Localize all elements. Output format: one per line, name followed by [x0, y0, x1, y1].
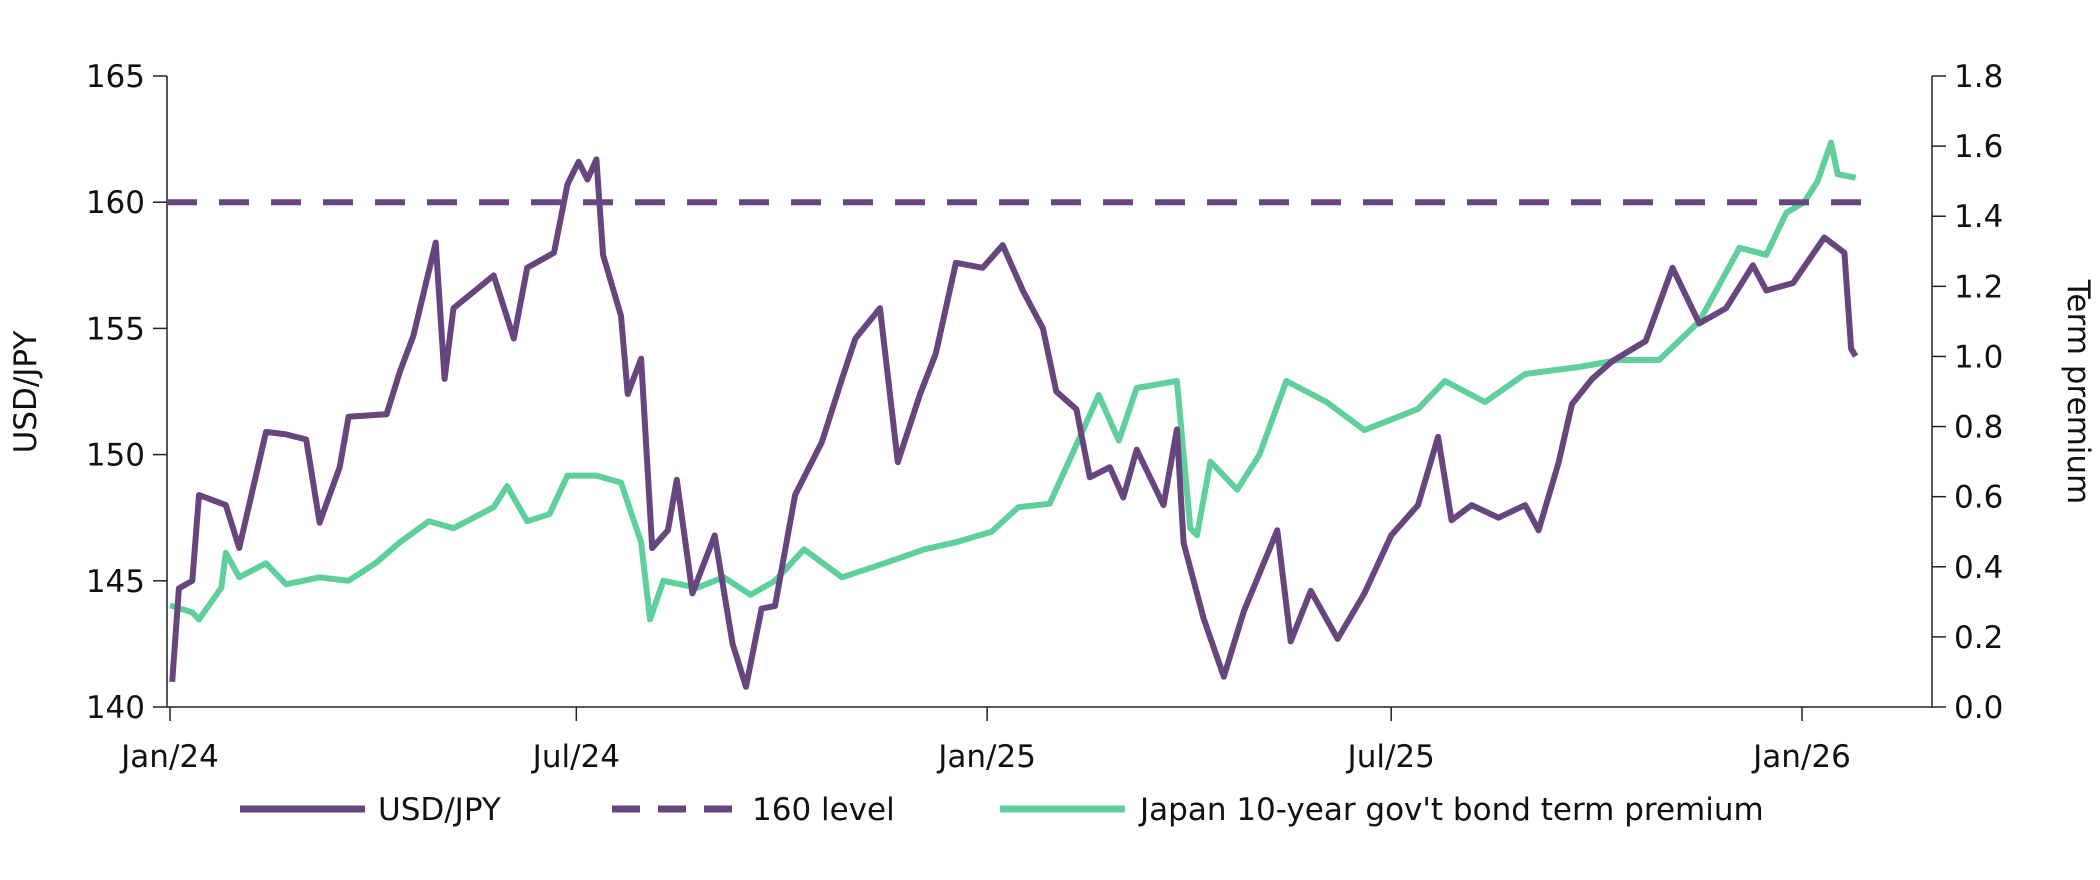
y2-tick-label: 0.6 — [1954, 480, 2003, 516]
y-tick-label: 145 — [86, 564, 145, 600]
series-lines — [167, 143, 1864, 687]
usdjpy-line — [172, 159, 1855, 687]
y2-tick-label: 0.0 — [1954, 690, 2003, 726]
term-premium-line — [170, 143, 1856, 620]
y-tick-label: 155 — [86, 311, 145, 347]
x-tick-label: Jan/24 — [119, 739, 219, 775]
y2-tick-label: 0.8 — [1954, 410, 2003, 446]
y2-tick-label: 0.4 — [1954, 550, 2003, 586]
y2-tick-label: 1.8 — [1954, 59, 2003, 95]
legend-label-usdjpy: USD/JPY — [378, 792, 501, 828]
y2-tick-label: 1.2 — [1954, 269, 2003, 305]
y-axis-label: USD/JPY — [8, 331, 44, 454]
y-tick-label: 165 — [86, 59, 145, 95]
x-tick-label: Jan/26 — [1751, 739, 1851, 775]
y-tick-label: 150 — [86, 438, 145, 474]
legend-label-160-level: 160 level — [752, 792, 895, 828]
y2-tick-label: 1.4 — [1954, 199, 2003, 235]
legend: USD/JPY 160 level Japan 10-year gov't bo… — [240, 792, 1764, 828]
y2-tick-label: 1.0 — [1954, 339, 2003, 375]
x-tick-label: Jul/25 — [1346, 739, 1435, 775]
y-tick-label: 140 — [86, 690, 145, 726]
y-tick-label: 160 — [86, 185, 145, 221]
x-tick-label: Jul/24 — [531, 739, 620, 775]
x-tick-label: Jan/25 — [936, 739, 1036, 775]
y2-axis-label: Term premium — [2060, 279, 2096, 504]
y2-tick-label: 0.2 — [1954, 620, 2003, 656]
legend-label-term-premium: Japan 10-year gov't bond term premium — [1138, 792, 1764, 828]
y2-tick-label: 1.6 — [1954, 129, 2003, 165]
